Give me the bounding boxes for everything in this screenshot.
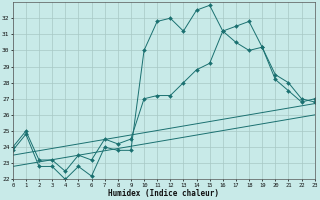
X-axis label: Humidex (Indice chaleur): Humidex (Indice chaleur) [108,189,219,198]
